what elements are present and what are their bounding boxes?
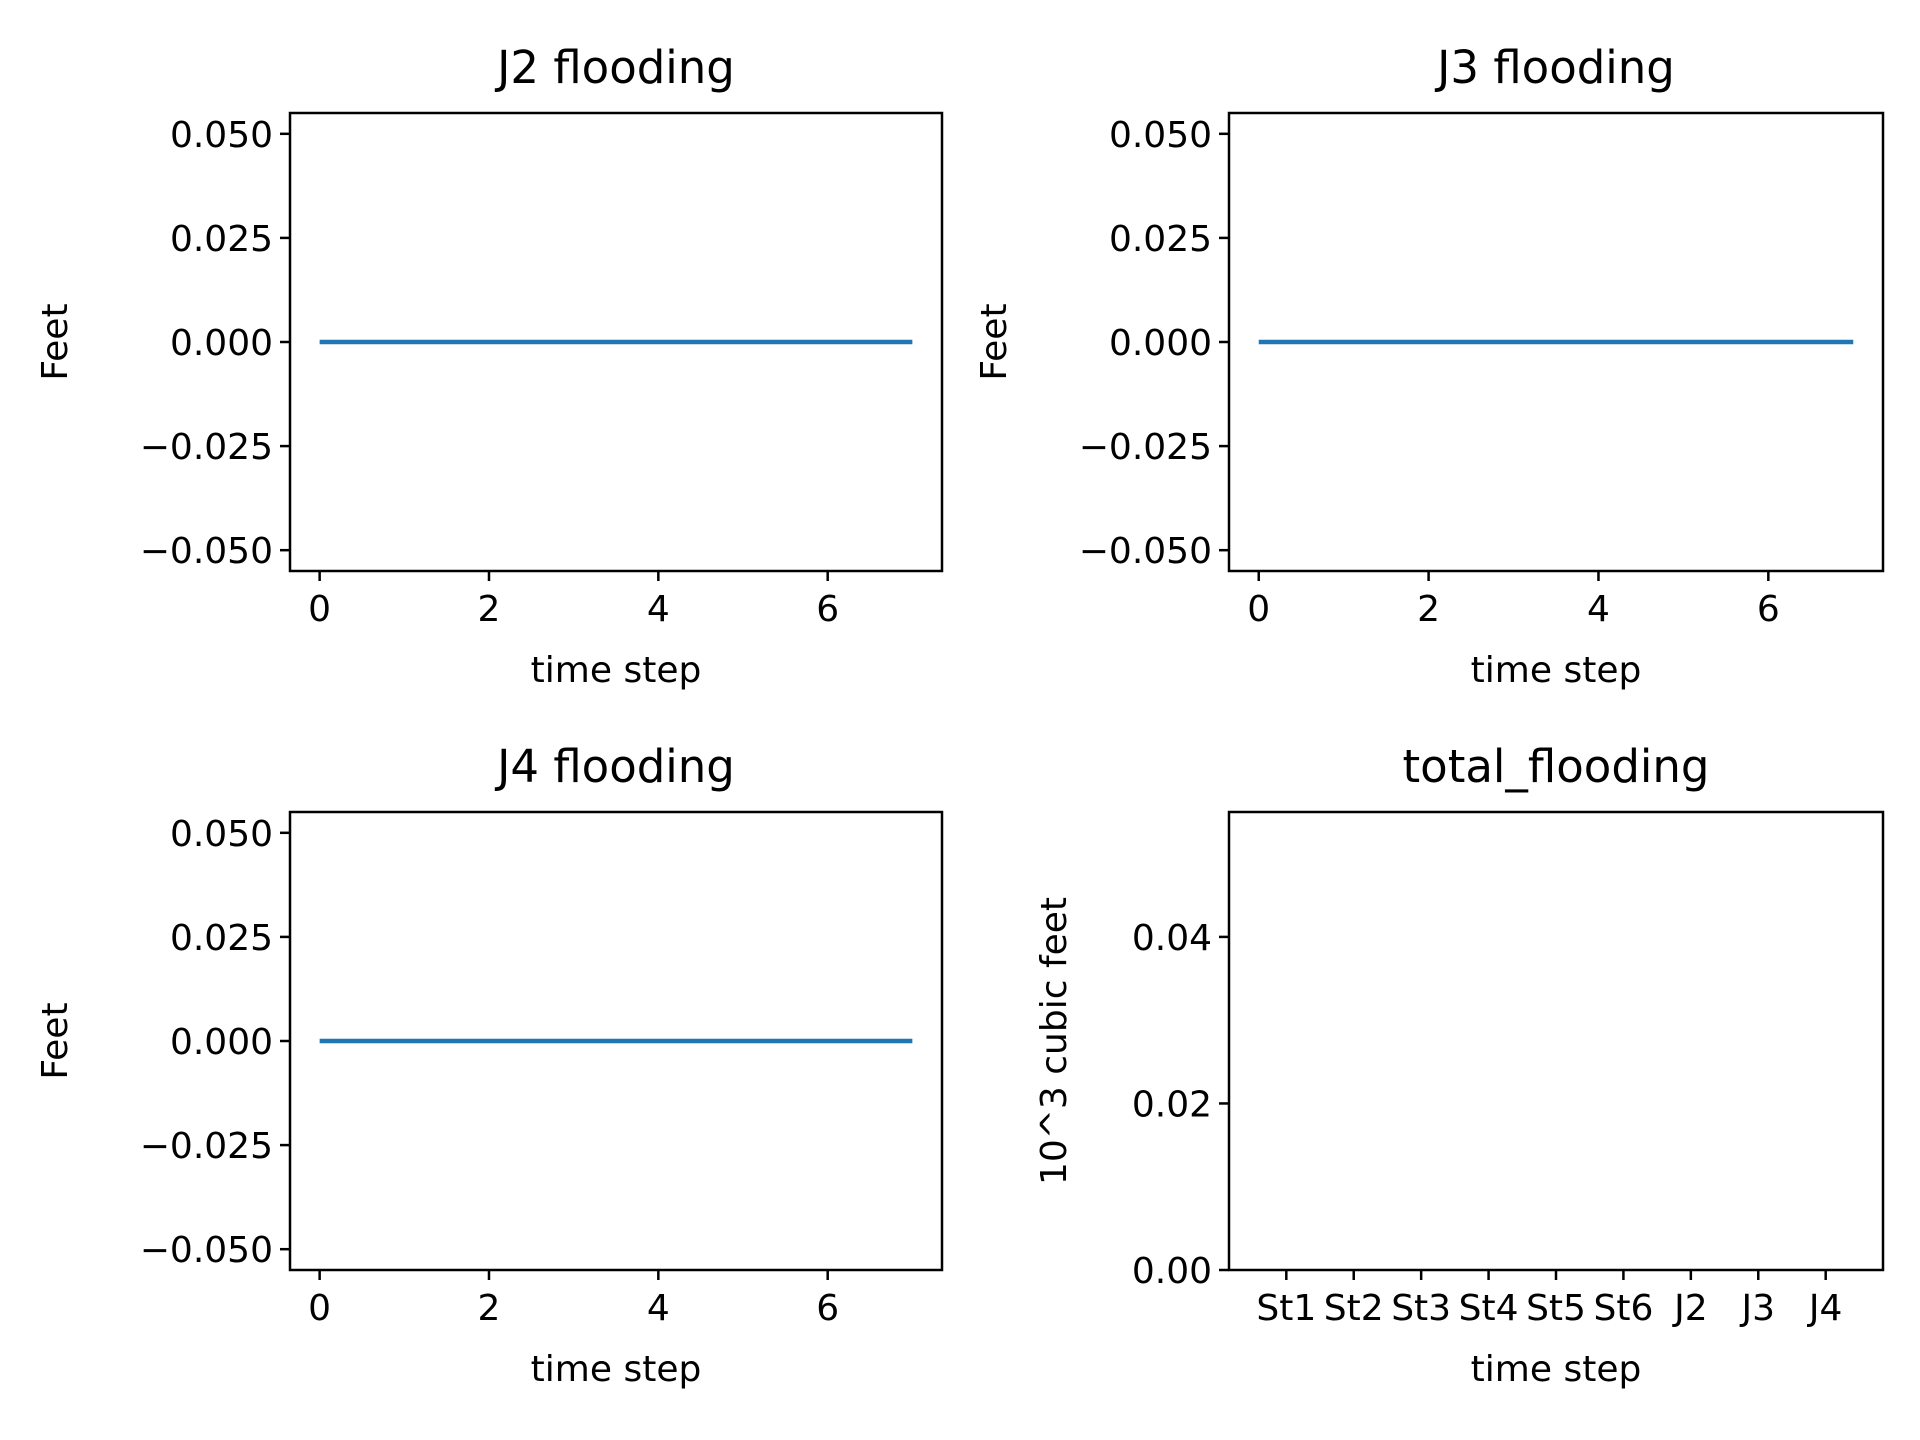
x-axis-label: time step bbox=[531, 1349, 702, 1390]
subplot-1: J2 flooding −0.050 −0.025 0.000 0.025 0.050 0 2… bbox=[35, 41, 944, 691]
subplot-3: J4 flooding −0.050 −0.025 0.000 0.025 0.050 0 2… bbox=[35, 740, 944, 1390]
x-tick-label: 4 bbox=[647, 589, 670, 630]
x-tick-label: 0 bbox=[308, 589, 331, 630]
x-axis-label: time step bbox=[1471, 1349, 1642, 1390]
y-axis-label: Feet bbox=[974, 303, 1015, 380]
x-tick-label: St3 bbox=[1391, 1288, 1451, 1329]
subplot-title: J3 flooding bbox=[1434, 41, 1675, 94]
x-tick-label: St1 bbox=[1256, 1288, 1316, 1329]
x-tick-label: St6 bbox=[1593, 1288, 1653, 1329]
y-tick-label: 0.050 bbox=[170, 814, 273, 855]
y-axis-label: 10^3 cubic feet bbox=[1034, 897, 1075, 1185]
x-tick-label: 6 bbox=[816, 1288, 839, 1329]
x-tick-label: St4 bbox=[1459, 1288, 1519, 1329]
x-tick-label: 4 bbox=[1587, 589, 1610, 630]
x-tick-label: J3 bbox=[1740, 1288, 1776, 1329]
x-tick-label: J2 bbox=[1672, 1288, 1708, 1329]
x-tick-label: 6 bbox=[816, 589, 839, 630]
y-tick-label: 0.025 bbox=[170, 219, 273, 260]
y-axis-label: Feet bbox=[35, 1002, 76, 1079]
x-tick-label: 0 bbox=[1247, 589, 1270, 630]
x-tick-label: St5 bbox=[1526, 1288, 1586, 1329]
x-tick-label: 2 bbox=[478, 589, 501, 630]
subplot-title: total_flooding bbox=[1403, 740, 1710, 793]
subplot-title: J2 flooding bbox=[494, 41, 735, 94]
y-tick-label: 0.02 bbox=[1132, 1084, 1212, 1125]
y-tick-label: 0.000 bbox=[170, 1022, 273, 1063]
y-tick-label: 0.025 bbox=[170, 918, 273, 959]
y-tick-label: −0.050 bbox=[140, 1230, 273, 1271]
x-tick-label: 2 bbox=[1417, 589, 1440, 630]
y-tick-label: −0.025 bbox=[140, 427, 273, 468]
x-tick-label: 6 bbox=[1757, 589, 1780, 630]
axes-frame bbox=[1227, 810, 1885, 1272]
y-tick-label: 0.000 bbox=[1109, 323, 1212, 364]
y-tick-label: −0.050 bbox=[1079, 531, 1212, 572]
y-tick-label: −0.025 bbox=[140, 1126, 273, 1167]
y-axis-label: Feet bbox=[35, 303, 76, 380]
y-tick-label: 0.000 bbox=[170, 323, 273, 364]
x-tick-label: J4 bbox=[1807, 1288, 1843, 1329]
subplot-title: J4 flooding bbox=[494, 740, 735, 793]
x-axis-label: time step bbox=[1471, 650, 1642, 691]
y-tick-label: 0.025 bbox=[1109, 219, 1212, 260]
x-tick-label: 0 bbox=[308, 1288, 331, 1329]
y-tick-label: −0.050 bbox=[140, 531, 273, 572]
x-tick-label: 2 bbox=[478, 1288, 501, 1329]
x-tick-label: St2 bbox=[1324, 1288, 1384, 1329]
x-axis-label: time step bbox=[531, 650, 702, 691]
subplot-2: J3 flooding −0.050 −0.025 0.000 0.025 0.050 0 2… bbox=[974, 41, 1885, 691]
y-tick-label: 0.00 bbox=[1132, 1251, 1212, 1292]
y-tick-label: 0.050 bbox=[1109, 115, 1212, 156]
y-tick-label: 0.050 bbox=[170, 115, 273, 156]
y-tick-label: 0.04 bbox=[1132, 918, 1212, 959]
x-tick-label: 4 bbox=[647, 1288, 670, 1329]
y-tick-label: −0.025 bbox=[1079, 427, 1212, 468]
